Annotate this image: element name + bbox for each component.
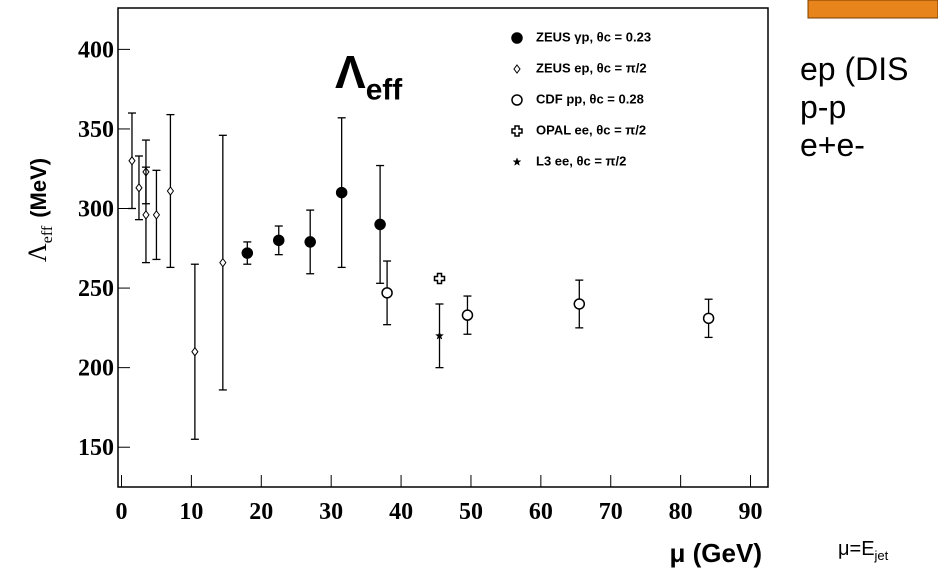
point (335, 186, 348, 199)
legend-marker (512, 157, 522, 166)
x-tick-label: 90 (739, 499, 763, 525)
point (219, 257, 227, 268)
y-tick-label: 350 (78, 117, 114, 143)
x-tick-label: 60 (529, 499, 553, 525)
point (702, 312, 715, 325)
image-fragment (807, 0, 938, 19)
legend-label: ZEUS ep, θc = π/2 (536, 60, 647, 75)
annotation-text: μ=E (838, 538, 875, 560)
point (166, 186, 175, 196)
annotation-sub: eff (366, 74, 404, 107)
legend-label: ZEUS γp, θc = 0.23 (536, 29, 651, 44)
legend-label: L3 ee, θc = π/2 (536, 153, 626, 168)
point (304, 236, 316, 248)
y-tick-label: 300 (78, 197, 114, 223)
x-axis-label: μ (GeV) (670, 538, 762, 568)
point (433, 272, 446, 285)
x-tick-label: 20 (249, 499, 273, 525)
y-tick-label: 150 (78, 435, 114, 461)
annotation-text: e+e- (800, 127, 865, 163)
point (142, 210, 150, 220)
annotation: e+e- (800, 127, 865, 163)
x-tick-label: 0 (115, 499, 127, 525)
y-axis-label: Λeff (MeV) (23, 158, 56, 262)
point (152, 210, 161, 220)
y-label-symbol: Λ (23, 243, 52, 262)
annotation-sub: jet (874, 548, 889, 563)
annotation-text: Λ (335, 46, 366, 98)
y-tick-label: 400 (78, 37, 114, 63)
point (434, 331, 445, 340)
annotation: p-p (800, 89, 846, 125)
annotation-text: ep (DIS (800, 51, 908, 87)
y-label-sub: eff (39, 225, 56, 243)
point (191, 346, 199, 357)
point (135, 182, 143, 193)
point (273, 234, 285, 247)
x-tick-label: 50 (459, 499, 483, 525)
annotation: Λeff (335, 46, 403, 107)
point (573, 298, 586, 310)
legend-label: OPAL ee, θc = π/2 (536, 122, 646, 137)
point (381, 287, 393, 299)
point (374, 218, 386, 231)
y-label-unit: (MeV) (26, 158, 51, 218)
legend-marker (513, 64, 521, 74)
legend-marker (511, 125, 523, 137)
x-tick-label: 80 (669, 499, 693, 525)
plot-frame (117, 7, 769, 488)
point (128, 155, 136, 166)
point (241, 247, 254, 259)
y-tick-label: 200 (78, 356, 114, 382)
annotation: ep (DIS (800, 51, 908, 87)
y-tick-label: 250 (78, 276, 114, 302)
x-tick-label: 70 (599, 499, 623, 525)
x-tick-label: 40 (389, 499, 413, 525)
annotation: μ=Ejet (838, 538, 889, 563)
annotation-text: p-p (800, 89, 846, 125)
legend-label: CDF pp, θc = 0.28 (536, 91, 644, 106)
legend-marker (511, 32, 523, 44)
x-tick-label: 10 (179, 499, 203, 525)
point (461, 309, 474, 321)
legend-marker (511, 94, 523, 106)
x-tick-label: 30 (319, 499, 343, 525)
